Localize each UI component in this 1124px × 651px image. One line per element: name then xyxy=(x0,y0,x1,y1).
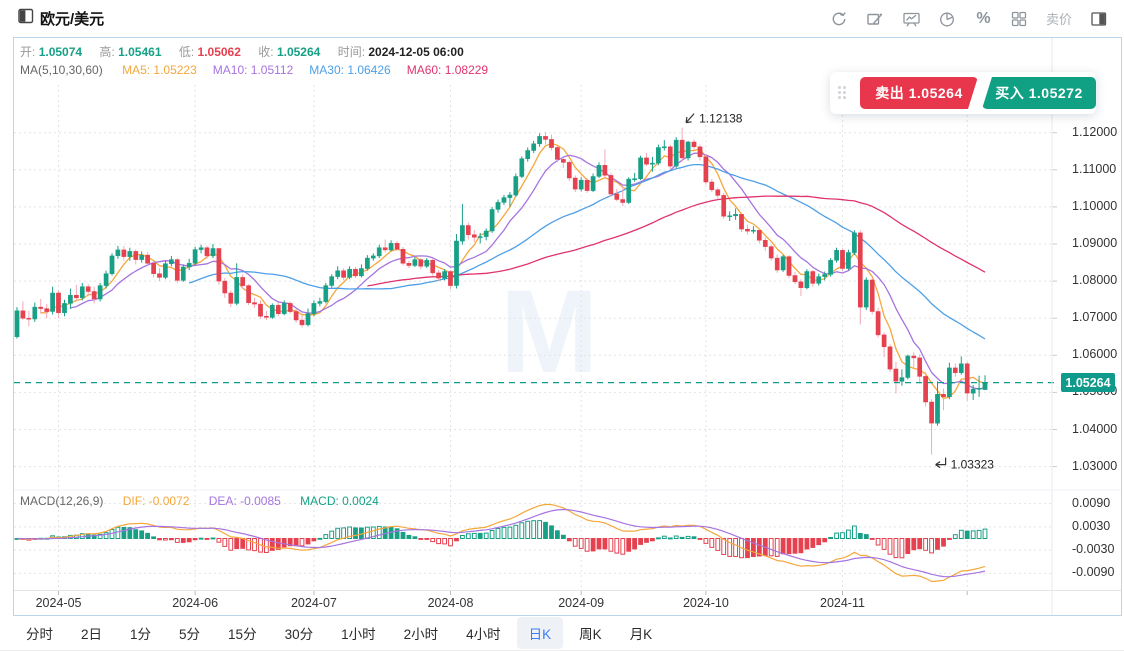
timeframe-tab-30分[interactable]: 30分 xyxy=(284,627,314,642)
macd-dea-value: DEA: -0.0085 xyxy=(208,494,281,508)
ma-value: MA60: 1.08229 xyxy=(406,63,489,77)
price-axis-label: 1.03000 xyxy=(1072,458,1118,473)
macd-axis-label: 0.0030 xyxy=(1072,518,1111,533)
low-value: 1.05062 xyxy=(197,45,241,59)
panel-split-icon[interactable] xyxy=(1089,9,1108,28)
time-axis-label: 2024-08 xyxy=(427,596,474,610)
timeframe-tab-4小时[interactable]: 4小时 xyxy=(466,627,501,642)
svg-text:1.03323: 1.03323 xyxy=(951,458,995,472)
timeframe-tab-2小时[interactable]: 2小时 xyxy=(403,627,439,642)
price-axis-label: 1.07000 xyxy=(1072,310,1118,325)
timeframe-tab-1小时[interactable]: 1小时 xyxy=(341,627,376,642)
quote-bar: 开: 1.05074 高: 1.05461 低: 1.05062 收: 1.05… xyxy=(20,45,464,59)
page-title: 欧元/美元 xyxy=(40,11,105,28)
price-axis-label: 1.09000 xyxy=(1072,236,1118,250)
buy-button[interactable]: 买入 1.05272 xyxy=(981,77,1096,109)
sell-button[interactable]: 卖出 1.05264 xyxy=(860,77,978,109)
macd-title: MACD(12,26,9) xyxy=(20,494,104,508)
timeframe-tab-分时[interactable]: 分时 xyxy=(26,627,53,642)
price-axis-label: 1.10000 xyxy=(1072,198,1118,213)
timeframe-tab-1分[interactable]: 1分 xyxy=(130,627,152,642)
macd-axis-label: -0.0090 xyxy=(1072,565,1115,580)
chart-board-icon[interactable] xyxy=(902,9,921,28)
time-value: 2024-12-05 06:00 xyxy=(368,45,464,59)
header-bar: 欧元/美元 % 卖价 xyxy=(0,0,1124,37)
last-price-badge: 1.05264 xyxy=(1061,373,1115,393)
drag-handle-icon[interactable] xyxy=(838,86,847,100)
time-axis-label: 2024-06 xyxy=(172,596,219,610)
time-axis-label: 2024-05 xyxy=(35,596,82,610)
ma-value: MA5: 1.05223 xyxy=(122,63,197,77)
svg-text:M: M xyxy=(500,266,598,398)
timeframe-tab-15分[interactable]: 15分 xyxy=(228,627,257,642)
macd-dif-value: DIF: -0.0072 xyxy=(122,494,190,508)
percent-icon[interactable]: % xyxy=(976,9,991,27)
macd-axis-label: -0.0030 xyxy=(1072,542,1115,557)
price-axis-label: 1.04000 xyxy=(1072,421,1118,436)
price-axis-label: 1.08000 xyxy=(1072,273,1118,288)
time-axis-label: 2024-07 xyxy=(290,596,337,610)
quick-trade-panel: 卖出 1.05264 买入 1.05272 xyxy=(830,72,1096,114)
macd-indicator-bar: MACD(12,26,9) DIF: -0.0072 DEA: -0.0085 … xyxy=(20,494,379,508)
time-axis-label: 2024-09 xyxy=(558,596,605,610)
sell-price-toggle[interactable]: 卖价 xyxy=(1045,12,1072,27)
price-axis-label: 1.06000 xyxy=(1072,347,1118,362)
ma-group-label: MA(5,10,30,60) xyxy=(20,63,103,77)
timeframe-tab-月K[interactable]: 月K xyxy=(629,627,653,642)
timeframe-tab-2日[interactable]: 2日 xyxy=(81,627,103,642)
price-axis-label: 1.12000 xyxy=(1072,124,1118,139)
header-toolbar: % 卖价 xyxy=(830,9,1108,28)
price-axis-label: 1.11000 xyxy=(1072,161,1117,176)
high-value: 1.05461 xyxy=(118,45,162,59)
macd-macd-value: MACD: 0.0024 xyxy=(300,494,379,508)
time-axis-label: 2024-11 xyxy=(820,596,865,610)
symbol-panel-icon xyxy=(18,8,34,29)
pie-chart-icon[interactable] xyxy=(938,9,957,28)
timeframe-tab-周K[interactable]: 周K xyxy=(579,627,602,642)
ma-indicator-bar: MA(5,10,30,60) MA5: 1.05223 MA10: 1.05112… xyxy=(20,63,488,77)
svg-text:1.12138: 1.12138 xyxy=(699,112,743,126)
time-axis-label: 2024-10 xyxy=(682,596,729,610)
chart-frame xyxy=(13,37,1122,616)
open-value: 1.05074 xyxy=(38,45,83,59)
close-value: 1.05264 xyxy=(276,45,321,59)
macd-axis-label: 0.0090 xyxy=(1072,495,1111,510)
draw-tool-icon[interactable] xyxy=(866,9,885,28)
refresh-icon[interactable] xyxy=(830,9,849,28)
ma-value: MA30: 1.06426 xyxy=(309,63,391,77)
ma-value: MA10: 1.05112 xyxy=(212,63,294,77)
timeframe-tab-日K[interactable]: 日K xyxy=(516,617,564,649)
grid-layout-icon[interactable] xyxy=(1010,9,1029,28)
timeframe-tab-5分[interactable]: 5分 xyxy=(179,627,201,642)
